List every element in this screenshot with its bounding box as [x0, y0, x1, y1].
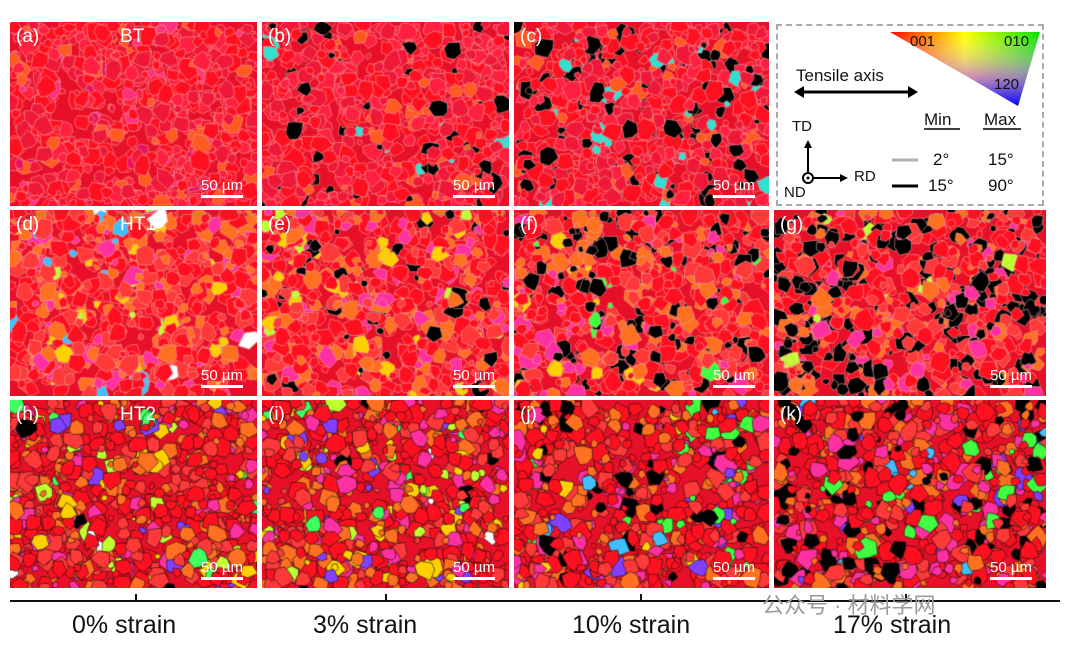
ebsd-panel-f: (f) 50 µm [514, 210, 769, 396]
scale-bar-label: 50 µm [713, 559, 755, 576]
ebsd-panel-j: (j) 50 µm [514, 400, 769, 588]
panel-label: (f) [520, 214, 538, 235]
legend-box: 001 010 120 Tensile axis TD RD ND Min Ma… [776, 24, 1044, 206]
strain-label-0: 0% strain [72, 611, 177, 639]
scale-bar-label: 50 µm [990, 367, 1032, 384]
scale-bar-label: 50 µm [453, 177, 495, 194]
scale-bar: 50 µm [201, 367, 243, 388]
scale-bar: 50 µm [201, 559, 243, 580]
ipf-map [262, 22, 509, 206]
max-header: Max [984, 110, 1017, 129]
low-angle-max: 15° [988, 150, 1014, 169]
axis-tick [905, 594, 907, 602]
ebsd-panel-k: (k) 50 µm [774, 400, 1046, 588]
axis-tick [385, 594, 387, 602]
min-header: Min [924, 110, 952, 129]
ipf-map [10, 210, 257, 396]
nd-label: ND [784, 184, 806, 201]
watermark: 公众号 · 材料学网 [762, 593, 936, 618]
scale-bar-label: 50 µm [453, 367, 495, 384]
ebsd-panel-e: (e) 50 µm [262, 210, 509, 396]
td-label: TD [792, 118, 812, 135]
ipf-map [262, 210, 509, 396]
axis-tick [640, 594, 642, 602]
condition-label: BT [120, 26, 145, 47]
scale-bar: 50 µm [453, 367, 495, 388]
ipf-map [514, 22, 769, 206]
ipf-map [514, 400, 769, 588]
scale-bar: 50 µm [453, 177, 495, 198]
panel-label: (g) [780, 214, 804, 235]
ebsd-panel-d: (d) HT1 50 µm [10, 210, 257, 396]
panel-label: (k) [780, 404, 803, 425]
ipf-triangle [890, 32, 1040, 106]
low-angle-min: 2° [933, 150, 950, 169]
scale-bar: 50 µm [713, 559, 755, 580]
ebsd-panel-a: (a) BT 50 µm [10, 22, 257, 206]
axis-tick [135, 594, 137, 602]
ebsd-panel-c: (c) 50 µm [514, 22, 769, 206]
panel-label: (h) [16, 404, 40, 425]
legend-graphics [794, 32, 1040, 188]
strain-label-17: 17% strain [833, 611, 952, 639]
scale-bar: 50 µm [713, 177, 755, 198]
panel-label: (c) [520, 26, 543, 47]
condition-label: HT1 [120, 214, 156, 235]
scale-bar: 50 µm [713, 367, 755, 388]
ipf-map [10, 22, 257, 206]
scale-bar-label: 50 µm [713, 367, 755, 384]
panel-label: (i) [268, 404, 285, 425]
high-angle-max: 90° [988, 176, 1014, 195]
ipf-010: 010 [1004, 33, 1030, 50]
panel-label: (b) [268, 26, 292, 47]
tensile-axis-label: Tensile axis [796, 66, 884, 85]
panel-label: (j) [520, 404, 537, 425]
ipf-map [514, 210, 769, 396]
strain-label-3: 3% strain [313, 611, 418, 639]
panel-label: (a) [16, 26, 40, 47]
scale-bar-label: 50 µm [201, 367, 243, 384]
scale-bar-label: 50 µm [201, 177, 243, 194]
high-angle-min: 15° [928, 176, 954, 195]
strain-axis [10, 600, 1060, 602]
scale-bar: 50 µm [990, 559, 1032, 580]
scale-bar: 50 µm [201, 177, 243, 198]
ipf-map [774, 400, 1046, 588]
ebsd-panel-h: (h) HT2 50 µm [10, 400, 257, 588]
ipf-001: 001 [910, 33, 936, 50]
ebsd-panel-b: (b) 50 µm [262, 22, 509, 206]
panel-label: (e) [268, 214, 292, 235]
panel-label: (d) [16, 214, 40, 235]
ipf-map [262, 400, 509, 588]
condition-label: HT2 [120, 404, 156, 425]
scale-bar: 50 µm [990, 367, 1032, 388]
strain-label-10: 10% strain [572, 611, 691, 639]
scale-bar-label: 50 µm [713, 177, 755, 194]
ebsd-panel-g: (g) 50 µm [774, 210, 1046, 396]
rd-label: RD [854, 168, 876, 185]
scale-bar-label: 50 µm [201, 559, 243, 576]
ipf-map [10, 400, 257, 588]
ebsd-panel-i: (i) 50 µm [262, 400, 509, 588]
scale-bar-label: 50 µm [990, 559, 1032, 576]
scale-bar-label: 50 µm [453, 559, 495, 576]
ipf-120: 120 [994, 76, 1020, 93]
ipf-map [774, 210, 1046, 396]
scale-bar: 50 µm [453, 559, 495, 580]
